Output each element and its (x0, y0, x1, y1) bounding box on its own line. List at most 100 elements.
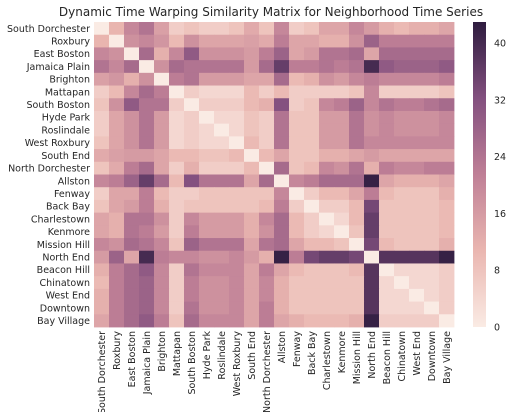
heatmap-cell (229, 161, 245, 175)
heatmap-cell (349, 263, 365, 277)
heatmap-cell (409, 161, 425, 175)
heatmap-cell (244, 301, 260, 315)
heatmap-cell (199, 22, 215, 36)
heatmap-cell (229, 301, 245, 315)
heatmap-cell (304, 161, 320, 175)
heatmap-cell (439, 301, 455, 315)
column-label: Allston (277, 331, 288, 363)
colorbar-tick-label: 16 (494, 209, 506, 220)
heatmap-cell (424, 263, 440, 277)
heatmap-cell (334, 98, 350, 112)
heatmap-cell (169, 174, 185, 188)
row-label: Kenmore (48, 227, 90, 238)
heatmap-cells (94, 22, 455, 328)
heatmap-cell (334, 110, 350, 125)
heatmap-cell (244, 98, 260, 112)
heatmap-cell (184, 225, 200, 239)
column-label: Mattapan (172, 331, 183, 376)
heatmap-cell (259, 199, 275, 214)
heatmap-cell (229, 288, 245, 302)
heatmap-cell (319, 288, 335, 302)
heatmap-cell (259, 149, 275, 163)
heatmap-cell (394, 238, 410, 252)
heatmap-cell (424, 149, 440, 163)
row-label: Roslindale (41, 125, 90, 136)
column-label: South Dorchester (97, 331, 108, 412)
heatmap-cell (259, 212, 275, 226)
heatmap-cell (274, 60, 290, 74)
row-label: Hyde Park (42, 113, 91, 124)
heatmap-cell (154, 110, 170, 125)
heatmap-cell (154, 34, 170, 48)
heatmap-cell (229, 110, 245, 125)
column-label: Roxbury (112, 331, 123, 370)
colorbar-tick-label: 24 (494, 152, 506, 163)
heatmap-cell (139, 263, 155, 277)
heatmap-cell (289, 149, 305, 163)
heatmap-cell (364, 288, 380, 302)
column-label: Fenway (292, 331, 303, 367)
heatmap-cell (214, 110, 230, 125)
heatmap-cell (379, 288, 395, 302)
heatmap-cell (274, 72, 290, 86)
heatmap-cell (124, 225, 140, 239)
heatmap-cell (319, 187, 335, 201)
row-label: South Boston (27, 100, 90, 111)
column-label: Jamaica Plain (142, 331, 153, 395)
heatmap-cell (409, 149, 425, 163)
heatmap-cell (364, 276, 380, 290)
heatmap-cell (109, 250, 125, 264)
heatmap-cell (349, 276, 365, 290)
heatmap-cell (274, 85, 290, 99)
heatmap-cell (379, 47, 395, 61)
heatmap-cell (184, 161, 200, 175)
heatmap-cell (409, 110, 425, 125)
heatmap-cell (244, 238, 260, 252)
heatmap-cell (409, 85, 425, 99)
heatmap-cell (394, 47, 410, 61)
heatmap-cell (94, 136, 110, 150)
heatmap-cell (154, 276, 170, 290)
heatmap-cell (394, 22, 410, 36)
heatmap-cell (319, 72, 335, 86)
heatmap-cell (124, 60, 140, 74)
heatmap-cell (409, 72, 425, 86)
heatmap-cell (259, 225, 275, 239)
heatmap-cell (184, 212, 200, 226)
heatmap-cell (139, 123, 155, 137)
heatmap-cell (289, 161, 305, 175)
heatmap-cell (259, 161, 275, 175)
heatmap-cell (94, 199, 110, 214)
heatmap-cell (214, 34, 230, 48)
heatmap-cell (109, 314, 125, 328)
heatmap-cell (409, 288, 425, 302)
column-label: Roslindale (217, 331, 228, 380)
heatmap-cell (364, 212, 380, 226)
heatmap-cell (349, 212, 365, 226)
heatmap-cell (184, 187, 200, 201)
heatmap-cell (94, 174, 110, 188)
heatmap-cell (94, 301, 110, 315)
heatmap-cell (154, 47, 170, 61)
row-label: Mission Hill (37, 240, 90, 251)
heatmap-cell (439, 161, 455, 175)
heatmap-cell (109, 225, 125, 239)
heatmap-cell (319, 98, 335, 112)
heatmap-cell (259, 85, 275, 99)
heatmap-cell (424, 98, 440, 112)
heatmap-cell (379, 98, 395, 112)
heatmap-cell (124, 161, 140, 175)
heatmap-cell (394, 98, 410, 112)
heatmap-cell (139, 149, 155, 163)
heatmap-cell (244, 187, 260, 201)
heatmap-cell (274, 136, 290, 150)
heatmap-cell (124, 238, 140, 252)
heatmap-cell (349, 301, 365, 315)
heatmap-cell (289, 288, 305, 302)
heatmap-cell (214, 288, 230, 302)
heatmap-cell (199, 85, 215, 99)
heatmap-cell (94, 72, 110, 86)
heatmap-cell (94, 60, 110, 74)
heatmap-cell (274, 22, 290, 36)
heatmap-cell (184, 22, 200, 36)
